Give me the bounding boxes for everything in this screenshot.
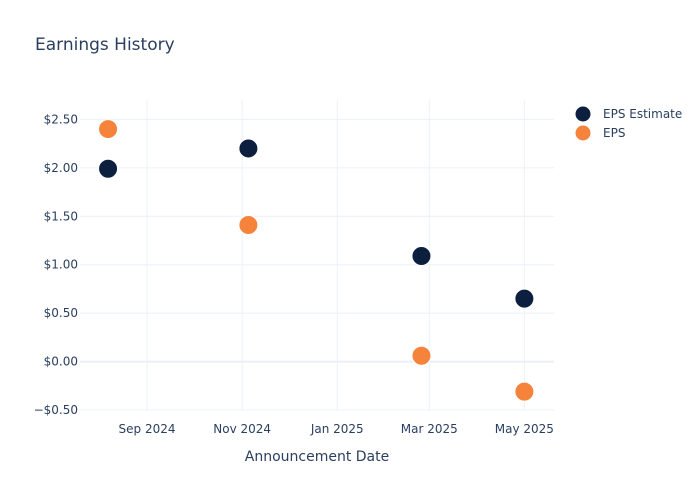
data-point[interactable] (238, 214, 259, 235)
legend: EPS Estimate EPS (574, 105, 682, 142)
chart-title: Earnings History (35, 35, 175, 55)
data-points (98, 119, 535, 402)
data-point[interactable] (514, 381, 535, 402)
legend-label: EPS (603, 126, 625, 140)
x-tick-label: Sep 2024 (119, 422, 176, 436)
series-eps (98, 119, 535, 402)
y-tick-label: $2.50 (44, 112, 78, 126)
x-axis-title: Announcement Date (245, 449, 389, 465)
data-point[interactable] (411, 245, 432, 266)
data-point[interactable] (238, 138, 259, 159)
legend-item-eps-estimate[interactable]: EPS Estimate (574, 105, 682, 123)
data-point[interactable] (411, 345, 432, 366)
y-tick-label: $2.00 (44, 161, 78, 175)
data-point[interactable] (98, 158, 119, 179)
x-tick-label: Jan 2025 (310, 422, 364, 436)
x-tick-label: May 2025 (495, 422, 554, 436)
y-tick-label: $0.50 (44, 306, 78, 320)
y-tick-label: $1.00 (44, 258, 78, 272)
y-tick-label: $0.00 (44, 355, 78, 369)
legend-label: EPS Estimate (603, 107, 682, 121)
legend-marker (574, 124, 592, 142)
data-point[interactable] (98, 119, 119, 140)
legend-marker (574, 105, 592, 123)
y-tick-label: −$0.50 (34, 403, 78, 417)
grid-lines (80, 100, 554, 411)
axis-ticks: Sep 2024 Nov 2024 Jan 2025 Mar 2025 May 2025… (34, 112, 554, 436)
x-tick-label: Mar 2025 (401, 422, 458, 436)
legend-item-eps[interactable]: EPS (574, 124, 625, 142)
series-eps-estimate (98, 138, 535, 309)
y-tick-label: $1.50 (44, 209, 78, 223)
x-tick-label: Nov 2024 (213, 422, 271, 436)
data-point[interactable] (514, 288, 535, 309)
